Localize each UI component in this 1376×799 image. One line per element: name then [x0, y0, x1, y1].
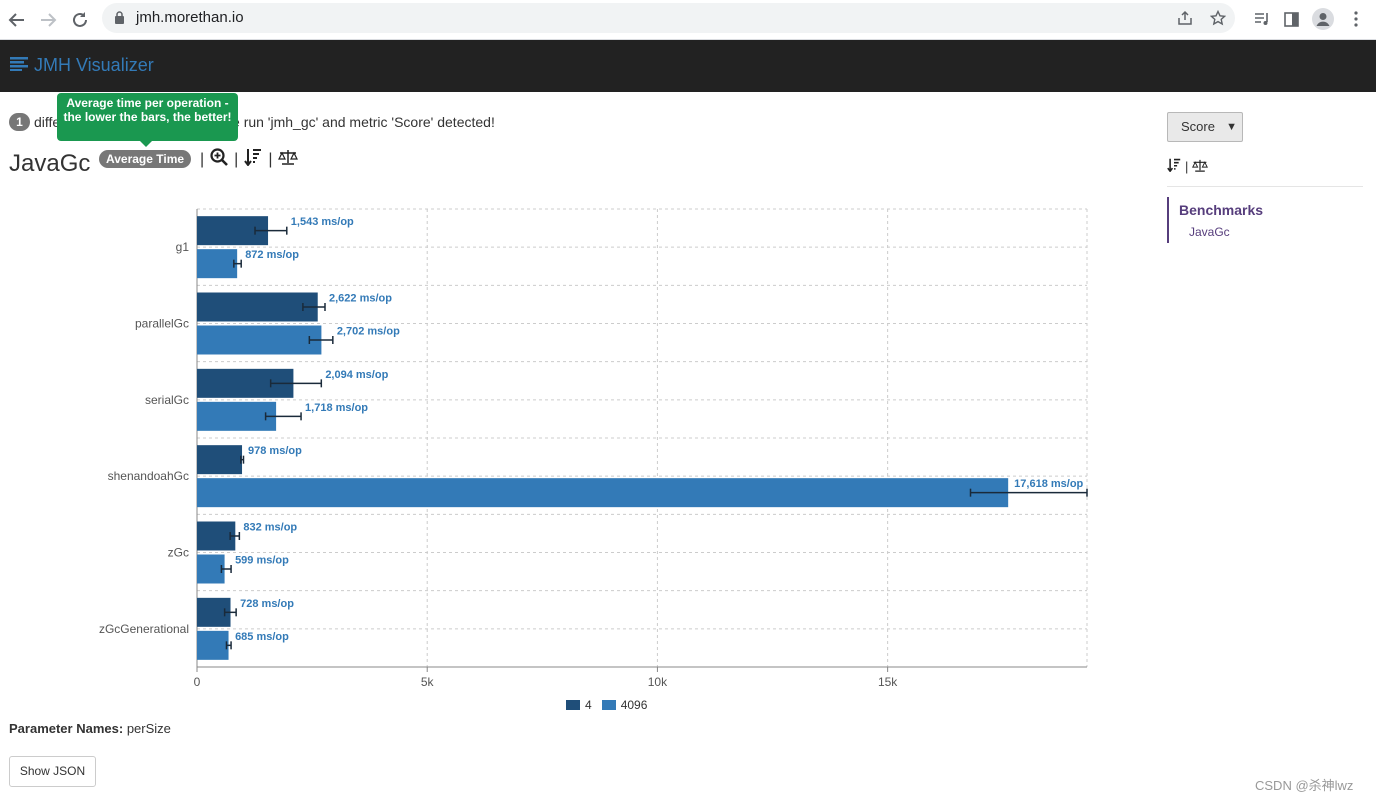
info-prefix: diffe — [34, 114, 61, 130]
back-arrow-icon[interactable] — [5, 8, 29, 32]
share-icon[interactable] — [1177, 10, 1193, 31]
divider — [1167, 186, 1363, 187]
x-tick-label: 15k — [878, 675, 898, 689]
category-label: zGc — [168, 546, 189, 560]
data-label: 978 ms/op — [248, 445, 302, 457]
data-label: 599 ms/op — [235, 555, 289, 567]
legend-swatch-4096[interactable] — [601, 700, 616, 710]
address-bar[interactable]: jmh.morethan.io — [102, 3, 1235, 33]
bar-zGc-4[interactable] — [197, 521, 236, 551]
nav-header: Benchmarks — [1179, 202, 1264, 218]
category-label: shenandoahGc — [108, 469, 189, 483]
diff-count-badge: 1 — [9, 113, 30, 131]
kebab-icon[interactable] — [1345, 8, 1367, 30]
sort-icon[interactable] — [1167, 158, 1181, 175]
separator: | — [200, 150, 205, 168]
mode-badge[interactable]: Average Time — [99, 150, 192, 168]
metric-select[interactable]: Score ▼ — [1167, 112, 1243, 142]
bar-shenandoahGc-4[interactable] — [197, 445, 243, 475]
x-tick-label: 10k — [648, 675, 668, 689]
data-label: 2,094 ms/op — [325, 369, 388, 381]
data-label: 17,618 ms/op — [1014, 478, 1083, 490]
brand-title: JMH Visualizer — [34, 55, 154, 75]
data-label: 832 ms/op — [243, 522, 297, 534]
balance-icon[interactable] — [278, 149, 299, 170]
browser-toolbar: jmh.morethan.io — [0, 0, 1376, 40]
watermark: CSDN @杀神lwz — [1255, 778, 1354, 793]
chart-legend: 4 4096 — [566, 698, 647, 712]
bar-zGcGenerational-4096[interactable] — [197, 630, 229, 660]
category-label: g1 — [176, 240, 190, 254]
mode-tooltip: Average time per operation - the lower t… — [57, 93, 238, 147]
bars-icon — [10, 55, 28, 76]
bar-shenandoahGc-4096[interactable] — [197, 478, 1009, 508]
separator: | — [234, 150, 239, 168]
chevron-down-icon: ▼ — [1226, 121, 1237, 133]
data-label: 872 ms/op — [245, 249, 299, 261]
brand-link[interactable]: JMH Visualizer — [10, 55, 154, 76]
reload-icon[interactable] — [68, 8, 92, 32]
info-text: single run 'jmh_gc' and metric 'Score' d… — [203, 114, 495, 130]
param-value: perSize — [126, 721, 171, 736]
forward-arrow-icon[interactable] — [36, 8, 60, 32]
title-toolbar: | | | — [200, 148, 299, 171]
x-tick-label: 0 — [194, 675, 201, 689]
info-message: 1 diffe single run 'jmh_gc' and metric '… — [9, 113, 495, 131]
bar-parallelGc-4096[interactable] — [197, 325, 322, 355]
separator: | — [1185, 159, 1189, 174]
bar-zGc-4096[interactable] — [197, 554, 225, 584]
data-label: 2,622 ms/op — [329, 293, 392, 305]
bar-serialGc-4096[interactable] — [197, 401, 277, 431]
data-label: 685 ms/op — [235, 631, 289, 643]
zoom-icon[interactable] — [210, 148, 229, 171]
bar-g1-4096[interactable] — [197, 249, 238, 279]
legend-swatch-4[interactable] — [566, 700, 580, 710]
category-label: parallelGc — [135, 317, 189, 331]
x-tick-label: 5k — [421, 675, 435, 689]
data-label: 2,702 ms/op — [337, 326, 400, 338]
param-label: Parameter Names: — [9, 721, 124, 736]
category-label: serialGc — [145, 393, 189, 407]
separator: | — [268, 150, 273, 168]
nav-item-javagc[interactable]: JavaGc — [1189, 225, 1230, 239]
balance-icon[interactable] — [1192, 159, 1209, 175]
media-icon[interactable] — [1251, 8, 1273, 30]
data-label: 1,543 ms/op — [291, 216, 354, 228]
bar-parallelGc-4[interactable] — [197, 292, 318, 322]
sidepanel-icon[interactable] — [1280, 8, 1302, 30]
url-text[interactable]: jmh.morethan.io — [136, 9, 244, 26]
sort-icon[interactable] — [244, 148, 262, 171]
lock-icon[interactable] — [114, 11, 125, 29]
show-json-button[interactable]: Show JSON — [9, 756, 96, 787]
data-label: 728 ms/op — [240, 598, 294, 610]
benchmark-chart: 0 5k 10k 15k g1 1,543 ms/op 872 ms/op parallelG… — [99, 208, 1088, 689]
benchmark-title: JavaGc — [9, 150, 91, 177]
profile-icon[interactable] — [1312, 8, 1334, 30]
legend-label-4[interactable]: 4 — [585, 698, 592, 712]
parameter-names: Parameter Names: perSize — [9, 721, 171, 736]
legend-label-4096[interactable]: 4096 — [620, 698, 648, 712]
star-icon[interactable] — [1209, 9, 1227, 31]
data-label: 1,718 ms/op — [305, 402, 368, 414]
category-label: zGcGenerational — [99, 622, 189, 636]
benchmarks-nav: Benchmarks JavaGc — [1167, 197, 1317, 243]
sidebar-toolbar: | — [1167, 158, 1209, 175]
app-navbar: JMH Visualizer — [0, 40, 1376, 92]
